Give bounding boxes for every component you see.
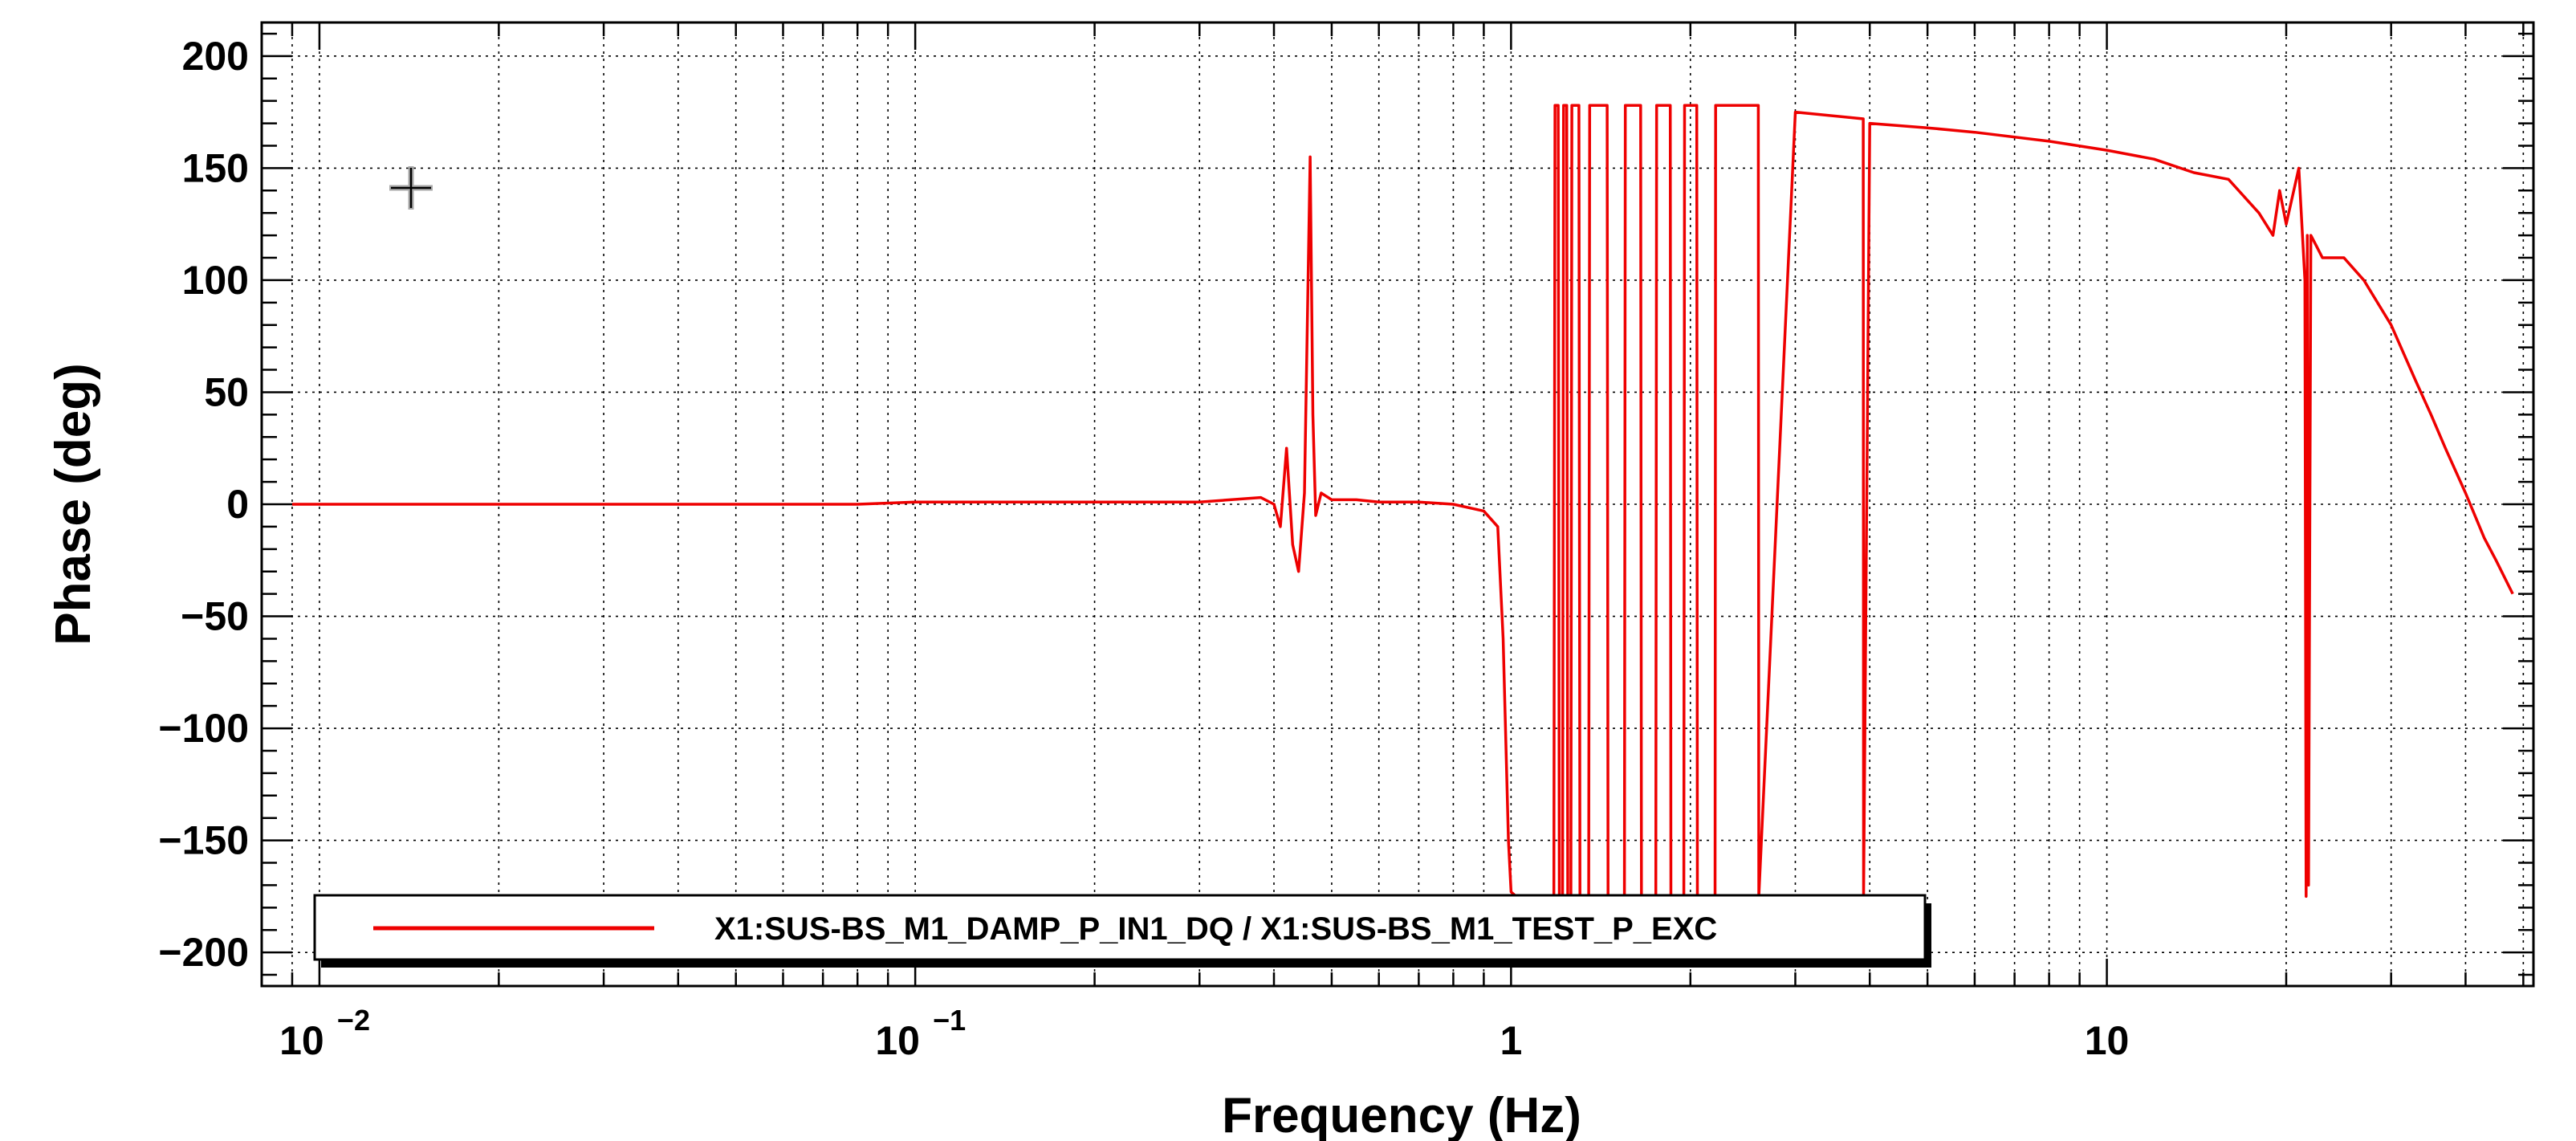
x-tick-labels: 10 −2 10 −1 1 10	[279, 1004, 2129, 1063]
y-tick-label: 50	[204, 369, 249, 414]
y-tick-label: −200	[158, 930, 249, 975]
x-tick-label: 10	[2085, 1018, 2130, 1063]
plot-frame	[260, 21, 2535, 988]
x-axis-title: Frequency (Hz)	[1222, 1088, 1581, 1141]
y-tick-label: 100	[182, 258, 249, 303]
x-tick-label-exponent: −2	[337, 1004, 370, 1037]
x-tick-label: 1	[1500, 1018, 1522, 1063]
y-tick-label: −150	[158, 818, 249, 863]
x-tick-label: 10	[875, 1018, 920, 1063]
y-axis-title: Phase (deg)	[46, 363, 101, 645]
y-tick-label: −100	[158, 706, 249, 751]
y-tick-label: 0	[226, 482, 249, 527]
y-tick-label: −50	[181, 594, 249, 639]
legend-label: X1:SUS-BS_M1_DAMP_P_IN1_DQ / X1:SUS-BS_M…	[714, 911, 1717, 947]
x-tick-label-exponent: −1	[933, 1004, 966, 1037]
legend: X1:SUS-BS_M1_DAMP_P_IN1_DQ / X1:SUS-BS_M…	[313, 894, 1931, 968]
legend-box	[313, 894, 1927, 961]
x-tick-label: 10	[279, 1018, 324, 1063]
grid	[261, 22, 2533, 986]
y-tick-label: 150	[182, 145, 249, 190]
y-tick-labels: 200 150 100 50 0 −50 −100 −150 −200	[158, 34, 249, 975]
axis-ticks	[260, 22, 2533, 986]
y-tick-label: 200	[182, 34, 249, 79]
crosshair-cursor-icon[interactable]	[389, 166, 433, 210]
